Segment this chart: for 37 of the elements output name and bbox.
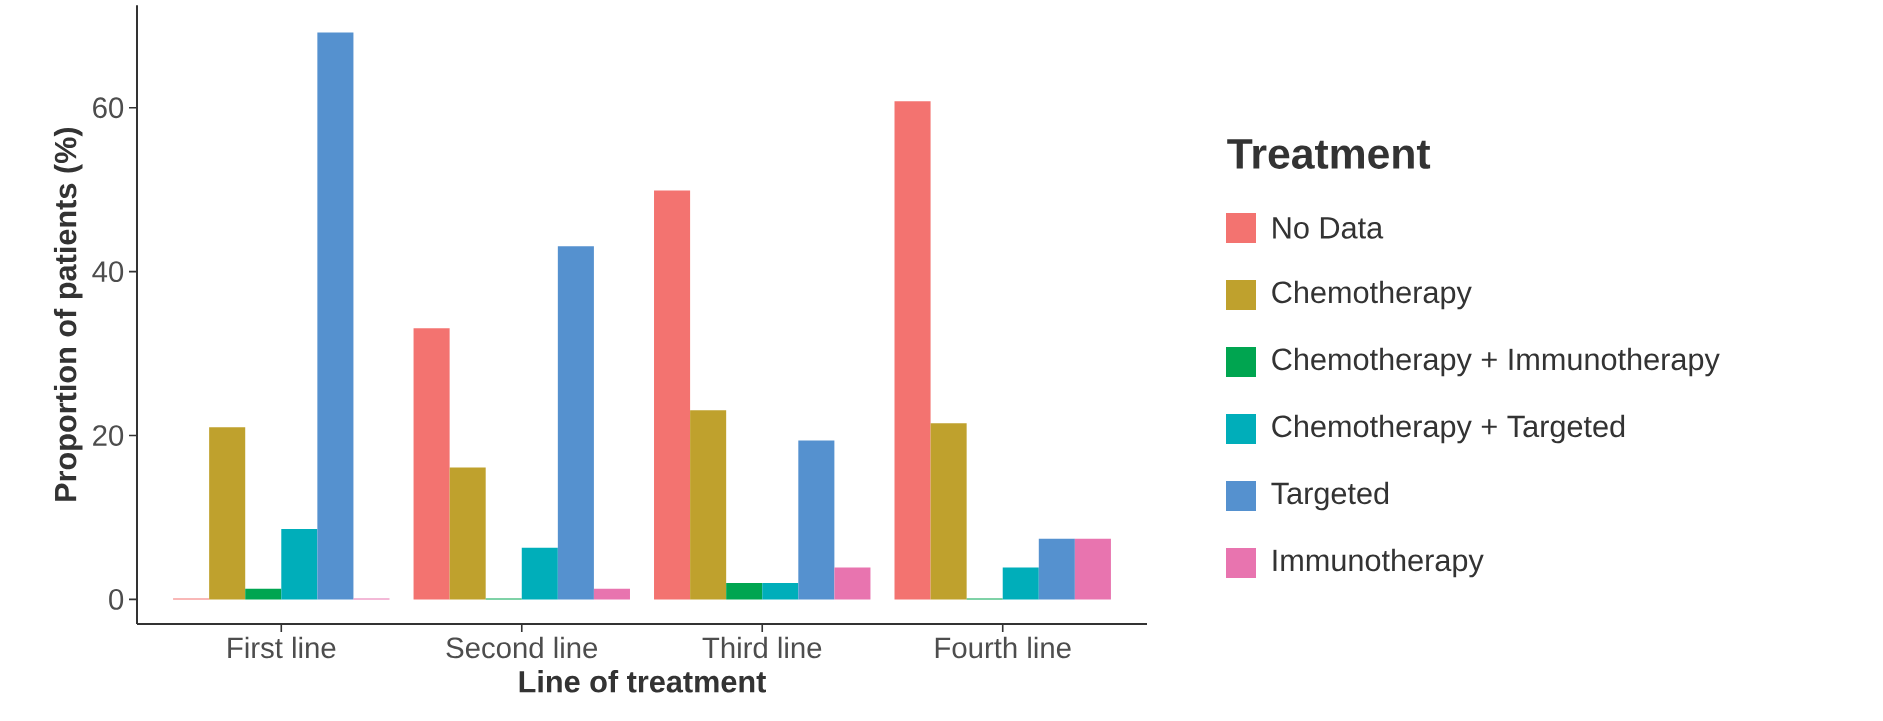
legend-label: Targeted [1271,481,1389,511]
legend-label: Chemotherapy + Immunotherapy [1272,347,1720,377]
bar [798,440,835,600]
bar [593,588,630,600]
bar [762,583,799,600]
bar [654,190,691,600]
bar [894,101,931,600]
bar [930,423,967,600]
bar [1038,538,1075,600]
bar [281,528,318,600]
bar [245,588,282,600]
bar [521,547,558,600]
y-tick-label: 20 [93,425,124,446]
x-tick-label: First line [228,636,336,659]
x-axis-title: Line of treatment [519,670,766,693]
legend-title: Treatment [1227,139,1431,169]
bar [209,427,246,600]
bar [1074,538,1111,600]
y-axis-title: Proportion of patients (%) [53,127,83,501]
bar [726,583,763,600]
y-tick-label: 40 [92,261,124,283]
bar [690,410,727,600]
x-tick-label: Fourth line [935,636,1071,659]
legend-label: Chemotherapy + Targeted [1272,414,1625,444]
bar [557,246,594,600]
legend-label: Immunotherapy [1273,548,1484,578]
x-tick-label: Second line [446,636,598,659]
y-tick-label: 0 [109,589,124,610]
bar [317,32,354,600]
bar [1002,567,1039,600]
legend-label: Chemotherapy [1272,280,1472,310]
bar [834,567,871,600]
bar [449,467,486,600]
x-tick-label: Third line [702,636,822,659]
y-tick-label: 60 [93,97,124,119]
legend-label: No Data [1273,217,1384,239]
bar [413,328,450,600]
